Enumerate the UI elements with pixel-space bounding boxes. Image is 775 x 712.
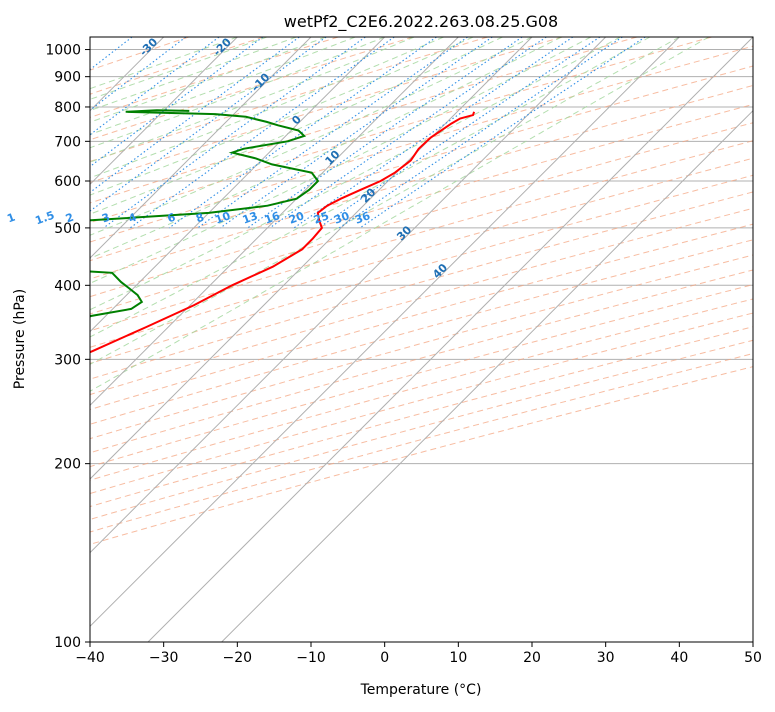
moist-adiabat — [90, 37, 267, 100]
x-tick-label: −10 — [296, 650, 326, 666]
dry-adiabat — [90, 298, 753, 481]
y-tick-label: 500 — [54, 221, 81, 237]
x-axis-label: Temperature (°C) — [360, 682, 482, 698]
mixing-ratio-line — [247, 37, 523, 229]
dry-adiabat — [90, 174, 753, 364]
x-tick-label: 50 — [744, 650, 762, 666]
dry-adiabat — [90, 37, 414, 141]
axis-layer: −40 −30 −20 −10 0 10 20 30 40 50 100 200 300 400 500 60… — [45, 43, 762, 666]
isotherm — [90, 37, 680, 628]
isotherm — [90, 37, 312, 259]
isotherm — [90, 37, 459, 407]
isotherm — [90, 37, 238, 186]
y-tick-label: 700 — [54, 134, 81, 150]
mixing-ratio-label: 16 — [263, 209, 282, 227]
mixing-ratio-label: 2 — [64, 211, 76, 226]
dry-adiabat — [90, 207, 753, 396]
plot-area — [90, 37, 753, 642]
y-tick-label: 200 — [54, 457, 81, 473]
mixing-ratio-label: 8 — [194, 211, 206, 226]
mixing-ratio-line — [269, 37, 547, 229]
x-tick-label: −40 — [75, 650, 105, 666]
mixing-ratio-label: 1.5 — [34, 209, 57, 228]
mixing-ratio-line — [359, 37, 646, 229]
temperature-profile — [90, 111, 476, 354]
moist-adiabat — [90, 37, 326, 123]
mixing-ratio-label: 20 — [287, 209, 306, 227]
moist-adiabat — [90, 37, 444, 179]
moist-adiabat — [90, 37, 533, 236]
mixing-ratio-line — [90, 37, 220, 136]
dry-adiabat — [90, 223, 753, 411]
dry-adiabat — [90, 284, 753, 468]
dry-adiabat — [90, 37, 488, 162]
mixing-ratio-label: 25 — [312, 209, 331, 226]
y-tick-label: 800 — [54, 100, 81, 116]
isotherm — [147, 37, 753, 642]
y-tick-label: 400 — [54, 278, 81, 294]
moist-adiabat — [90, 37, 710, 392]
moist-adiabat — [90, 37, 651, 338]
moist-adiabat — [90, 37, 474, 196]
mixing-ratio-label: 6 — [166, 210, 178, 225]
x-tick-label: 20 — [523, 650, 541, 666]
mixing-ratio-label: 4 — [127, 210, 139, 225]
mixing-ratio-label: 3 — [100, 211, 112, 226]
x-tick-label: 10 — [449, 650, 467, 666]
dry-adiabat — [90, 122, 753, 315]
x-tick-label: 40 — [670, 650, 688, 666]
moist-adiabat — [90, 37, 562, 259]
y-tick-label: 600 — [54, 174, 81, 190]
mixing-ratio-line — [338, 37, 623, 229]
x-tick-label: −20 — [223, 650, 253, 666]
mixing-ratio-line — [220, 37, 493, 229]
y-axis-label: Pressure (hPa) — [12, 289, 28, 389]
x-tick-label: −30 — [149, 650, 179, 666]
dry-adiabat — [90, 103, 753, 298]
y-tick-label: 100 — [54, 635, 81, 651]
dry-adiabat — [90, 269, 753, 454]
dry-adiabat — [90, 239, 753, 425]
y-tick-label: 300 — [54, 352, 81, 368]
mixing-ratio-line — [103, 37, 366, 229]
mixing-ratio-line — [168, 37, 437, 229]
isotherm — [90, 37, 386, 333]
moist-adiabat — [90, 37, 621, 311]
moist-adiabat — [90, 37, 503, 215]
y-tick-label: 1000 — [45, 43, 81, 59]
dewpoint-profile — [90, 109, 320, 318]
moist-adiabat — [90, 37, 356, 136]
mixing-ratio-line — [129, 37, 395, 229]
dry-adiabat — [90, 37, 712, 224]
x-tick-label: 0 — [380, 650, 389, 666]
dry-adiabat — [90, 254, 753, 440]
isotherm — [221, 109, 753, 642]
mixing-ratio-label: 13 — [241, 209, 260, 226]
mixing-ratio-label: 30 — [332, 209, 351, 227]
y-tick-label: 900 — [54, 70, 81, 86]
moist-adiabat — [90, 37, 592, 284]
mixing-ratio-line — [197, 37, 468, 229]
dry-adiabat — [90, 191, 753, 380]
data-layer — [90, 109, 476, 354]
isotherm — [90, 37, 607, 554]
mixing-ratio-label: 10 — [213, 209, 232, 227]
mixing-ratio-label: 1 — [5, 211, 17, 226]
dry-adiabat — [90, 84, 753, 280]
moist-adiabat — [90, 37, 297, 112]
mixing-ratio-label: 36 — [353, 209, 372, 227]
plot-frame — [89, 36, 754, 643]
x-tick-label: 30 — [597, 650, 615, 666]
chart-title: wetPf2_C2E6.2022.263.08.25.G08 — [284, 12, 558, 32]
